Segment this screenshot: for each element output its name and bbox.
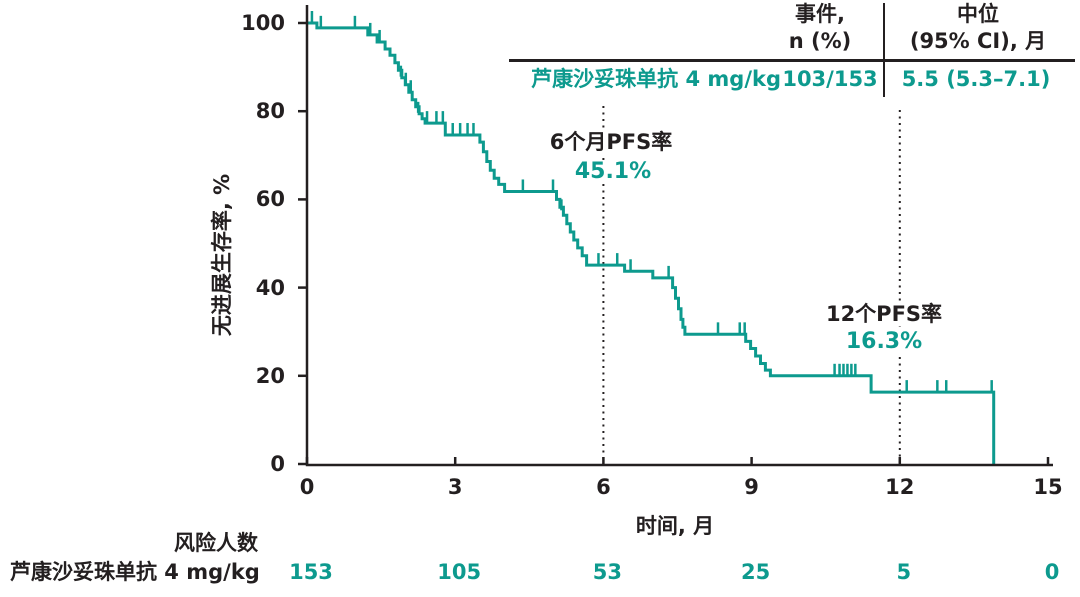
pfs-12mo-label: 12个PFS率: [821, 302, 947, 326]
x-tick-label-15: 15: [1033, 475, 1063, 499]
pfs-12mo-value: 16.3%: [841, 330, 927, 354]
risk-count-6mo: 53: [592, 560, 623, 584]
events-header-line2: n (%): [788, 29, 852, 53]
y-tick-label-40: 40: [255, 275, 285, 300]
y-tick-label-80: 80: [255, 99, 285, 124]
risk-table-title: 风险人数: [174, 531, 258, 555]
risk-count-15mo: 0: [1044, 560, 1060, 584]
median-header-line1: 中位: [956, 2, 999, 26]
pfs-6mo-label: 6个月PFS率: [545, 130, 677, 154]
x-tick-label-12: 12: [885, 475, 915, 499]
table-column-divider: [883, 3, 885, 97]
events-header-line1: 事件,: [795, 2, 845, 26]
treatment-arm-name: 芦康沙妥珠单抗 4 mg/kg: [531, 67, 781, 91]
median-pfs-value: 5.5 (5.3–7.1): [901, 67, 1051, 91]
risk-row-label: 芦康沙妥珠单抗 4 mg/kg: [10, 560, 260, 584]
risk-count-3mo: 105: [437, 560, 482, 584]
events-column-header: 事件, n (%): [789, 1, 852, 55]
y-axis-title: 无进展生存率, %: [210, 173, 234, 337]
y-tick-label-100: 100: [241, 11, 285, 35]
y-tick-label-20: 20: [255, 363, 285, 388]
x-tick-label-0: 0: [299, 475, 315, 499]
risk-count-12mo: 5: [896, 560, 912, 584]
median-column-header: 中位 (95% CI), 月: [910, 1, 1046, 55]
x-tick-label-3: 3: [447, 475, 463, 499]
risk-count-0mo: 153: [289, 560, 333, 584]
y-tick-label-60: 60: [255, 187, 285, 212]
x-tick-label-9: 9: [744, 475, 759, 499]
km-curve: [307, 21, 996, 464]
x-tick-label-6: 6: [596, 475, 611, 499]
x-axis-title: 时间, 月: [635, 514, 715, 538]
pfs-6mo-value: 45.1%: [570, 160, 656, 184]
median-header-line2: (95% CI), 月: [909, 29, 1047, 53]
risk-count-9mo: 25: [740, 560, 771, 584]
events-value: 103/153: [782, 67, 878, 91]
table-header-rule: [509, 59, 1075, 62]
y-tick-label-0: 0: [270, 452, 285, 476]
